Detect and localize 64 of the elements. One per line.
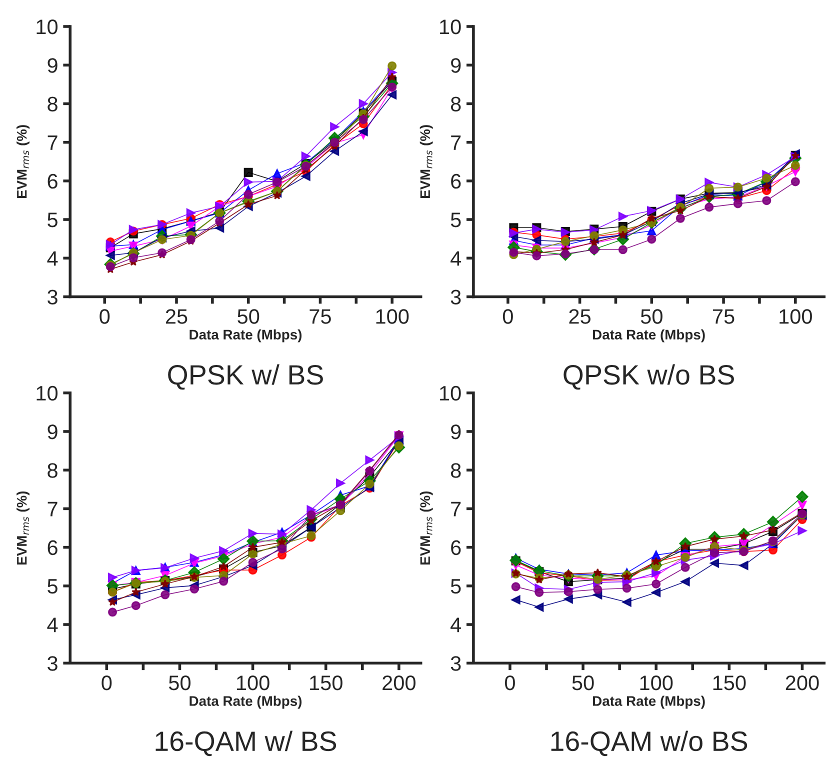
y-tick-label: 7 — [48, 136, 58, 150]
x-tick-label: 100 — [237, 675, 270, 690]
y-tick-label: 8 — [48, 463, 58, 478]
y-tick-label: 5 — [450, 579, 461, 594]
text: 16-QAM w/o BS — [551, 730, 748, 756]
x-tick-label: 0 — [504, 675, 515, 690]
y-tick-label: 6 — [48, 540, 58, 556]
x-tick-label: 25 — [569, 309, 591, 324]
y-axis-title: EVM$_{rms}$ (%) — [16, 491, 30, 564]
x-tick-label: 200 — [786, 675, 819, 690]
y-tick-label: 4 — [450, 251, 462, 266]
y-tick-label: 8 — [48, 96, 58, 112]
x-tick-label: 100 — [640, 675, 673, 690]
y-axis-title: EVM$_{rms}$ (%) — [420, 125, 433, 198]
y-tick-label: 8 — [450, 463, 461, 478]
y-tick-label: 4 — [47, 618, 58, 632]
y-tick-label: 7 — [451, 136, 461, 150]
x-tick-label: 100 — [376, 309, 409, 324]
y-tick-label: 4 — [450, 618, 462, 632]
y-tick-label: 5 — [48, 579, 58, 594]
y-tick-label: 8 — [450, 96, 461, 112]
x-axis-title: Data Rate (Mbps) — [593, 329, 705, 342]
y-tick-label: 7 — [451, 502, 461, 516]
y-tick-label: 9 — [48, 58, 58, 73]
y-tick-label: 5 — [450, 212, 461, 228]
x-tick-label: 200 — [382, 675, 416, 690]
y-tick-label: 6 — [451, 174, 461, 189]
x-axis-title: Data Rate (Mbps) — [190, 696, 302, 709]
y-tick-label: 10 — [36, 386, 58, 401]
y-tick-label: 7 — [48, 502, 58, 516]
y-tick-label: 6 — [48, 174, 58, 189]
y-tick-label: 3 — [450, 656, 461, 671]
text: 16-QAM w/ BS — [156, 730, 336, 756]
x-tick-label: 50 — [640, 309, 662, 324]
x-tick-label: 50 — [238, 309, 260, 324]
x-tick-label: 150 — [310, 675, 342, 690]
x-tick-label: 100 — [780, 309, 812, 324]
x-tick-label: 50 — [572, 675, 594, 690]
y-tick-label: 4 — [47, 251, 58, 266]
x-tick-label: 25 — [166, 309, 188, 324]
y-axis-title: EVM$_{rms}$ (%) — [420, 491, 433, 564]
x-tick-label: 0 — [502, 309, 513, 324]
y-tick-label: 3 — [48, 290, 58, 304]
y-tick-label: 9 — [451, 424, 461, 440]
text: QPSK w/o BS — [564, 364, 734, 390]
y-tick-label: 10 — [440, 386, 461, 401]
x-tick-label: 75 — [713, 309, 734, 324]
y-tick-label: 3 — [48, 656, 58, 671]
y-tick-label: 10 — [440, 19, 461, 34]
x-axis-title: Data Rate (Mbps) — [593, 696, 705, 709]
text: QPSK w/ BS — [168, 364, 323, 390]
y-tick-label: 9 — [48, 424, 58, 440]
x-tick-label: 150 — [713, 675, 746, 690]
y-tick-label: 6 — [451, 540, 461, 556]
x-axis-title: Data Rate (Mbps) — [190, 329, 302, 342]
y-tick-label: 10 — [36, 19, 58, 34]
y-tick-label: 9 — [451, 58, 461, 73]
y-axis-title: EVM$_{rms}$ (%) — [16, 125, 30, 198]
y-tick-label: 3 — [450, 290, 461, 304]
x-tick-label: 0 — [100, 309, 110, 324]
x-tick-label: 75 — [310, 309, 331, 324]
x-tick-label: 0 — [102, 675, 112, 690]
y-tick-label: 5 — [48, 212, 58, 228]
x-tick-label: 50 — [168, 675, 191, 690]
